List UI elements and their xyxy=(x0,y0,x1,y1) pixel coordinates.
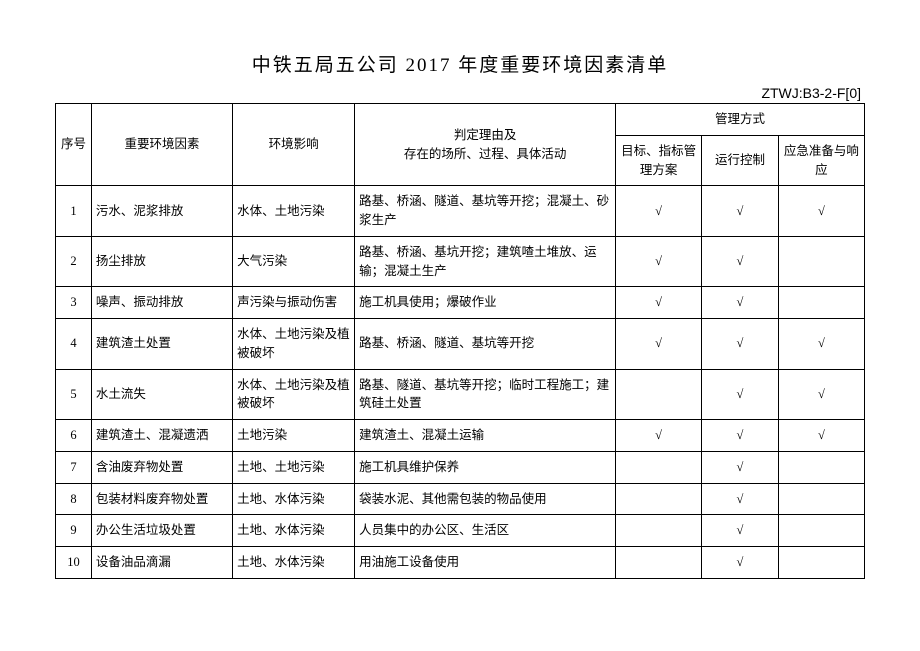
cell-impact: 大气污染 xyxy=(233,236,355,287)
cell-factor: 扬尘排放 xyxy=(91,236,232,287)
cell-impact: 水体、土地污染及植被破坏 xyxy=(233,369,355,420)
th-reason: 判定理由及 存在的场所、过程、具体活动 xyxy=(355,104,616,186)
cell-m2: √ xyxy=(702,319,779,370)
table-row: 8包装材料废弃物处置土地、水体污染袋装水泥、其他需包装的物品使用 √ xyxy=(56,483,865,515)
cell-m2: √ xyxy=(702,369,779,420)
cell-factor: 设备油品滴漏 xyxy=(91,547,232,579)
cell-factor: 含油废弃物处置 xyxy=(91,451,232,483)
cell-seq: 3 xyxy=(56,287,92,319)
cell-m3 xyxy=(778,483,864,515)
cell-reason: 建筑渣土、混凝土运输 xyxy=(355,420,616,452)
cell-reason: 用油施工设备使用 xyxy=(355,547,616,579)
cell-seq: 2 xyxy=(56,236,92,287)
cell-seq: 6 xyxy=(56,420,92,452)
cell-m2: √ xyxy=(702,515,779,547)
th-m3: 应急准备与响应 xyxy=(778,135,864,186)
cell-impact: 土地、水体污染 xyxy=(233,483,355,515)
cell-seq: 10 xyxy=(56,547,92,579)
cell-impact: 土地、水体污染 xyxy=(233,547,355,579)
cell-reason: 路基、桥涵、隧道、基坑等开挖 xyxy=(355,319,616,370)
cell-m1: √ xyxy=(616,236,702,287)
env-factors-table: 序号 重要环境因素 环境影响 判定理由及 存在的场所、过程、具体活动 管理方式 … xyxy=(55,103,865,579)
th-factor: 重要环境因素 xyxy=(91,104,232,186)
cell-m3 xyxy=(778,287,864,319)
cell-seq: 8 xyxy=(56,483,92,515)
cell-reason: 人员集中的办公区、生活区 xyxy=(355,515,616,547)
cell-reason: 路基、桥涵、基坑开挖；建筑喳土堆放、运输；混凝土生产 xyxy=(355,236,616,287)
page-title: 中铁五局五公司 2017 年度重要环境因素清单 xyxy=(55,50,865,77)
cell-m2: √ xyxy=(702,483,779,515)
cell-m3 xyxy=(778,236,864,287)
cell-m1: √ xyxy=(616,319,702,370)
cell-impact: 土地、土地污染 xyxy=(233,451,355,483)
table-row: 10设备油品滴漏土地、水体污染用油施工设备使用 √ xyxy=(56,547,865,579)
table-row: 2扬尘排放大气污染路基、桥涵、基坑开挖；建筑喳土堆放、运输；混凝土生产√√ xyxy=(56,236,865,287)
cell-seq: 4 xyxy=(56,319,92,370)
cell-m1: √ xyxy=(616,186,702,237)
cell-m3: √ xyxy=(778,420,864,452)
cell-impact: 水体、土地污染 xyxy=(233,186,355,237)
cell-factor: 污水、泥浆排放 xyxy=(91,186,232,237)
th-impact: 环境影响 xyxy=(233,104,355,186)
cell-impact: 土地污染 xyxy=(233,420,355,452)
th-seq: 序号 xyxy=(56,104,92,186)
table-body: 1污水、泥浆排放水体、土地污染路基、桥涵、隧道、基坑等开挖；混凝土、砂浆生产√√… xyxy=(56,186,865,579)
cell-factor: 噪声、振动排放 xyxy=(91,287,232,319)
cell-impact: 土地、水体污染 xyxy=(233,515,355,547)
cell-factor: 建筑渣土、混凝遗洒 xyxy=(91,420,232,452)
cell-m3: √ xyxy=(778,369,864,420)
cell-m1 xyxy=(616,547,702,579)
table-row: 3噪声、振动排放声污染与振动伤害施工机具使用；爆破作业√√ xyxy=(56,287,865,319)
cell-m1 xyxy=(616,515,702,547)
table-row: 5水土流失水体、土地污染及植被破坏路基、隧道、基坑等开挖；临时工程施工；建筑硅土… xyxy=(56,369,865,420)
th-m1: 目标、指标管理方案 xyxy=(616,135,702,186)
cell-reason: 施工机具维护保养 xyxy=(355,451,616,483)
table-row: 9办公生活垃圾处置土地、水体污染人员集中的办公区、生活区 √ xyxy=(56,515,865,547)
cell-m2: √ xyxy=(702,420,779,452)
cell-factor: 水土流失 xyxy=(91,369,232,420)
cell-m2: √ xyxy=(702,186,779,237)
cell-seq: 7 xyxy=(56,451,92,483)
cell-m3 xyxy=(778,547,864,579)
cell-m1 xyxy=(616,451,702,483)
cell-seq: 9 xyxy=(56,515,92,547)
cell-reason: 袋装水泥、其他需包装的物品使用 xyxy=(355,483,616,515)
cell-factor: 包装材料废弃物处置 xyxy=(91,483,232,515)
cell-reason: 路基、桥涵、隧道、基坑等开挖；混凝土、砂浆生产 xyxy=(355,186,616,237)
cell-m1 xyxy=(616,369,702,420)
cell-m2: √ xyxy=(702,547,779,579)
cell-seq: 1 xyxy=(56,186,92,237)
cell-m2: √ xyxy=(702,236,779,287)
cell-m3 xyxy=(778,515,864,547)
cell-factor: 建筑渣土处置 xyxy=(91,319,232,370)
cell-seq: 5 xyxy=(56,369,92,420)
cell-m3: √ xyxy=(778,186,864,237)
cell-m2: √ xyxy=(702,287,779,319)
cell-m3 xyxy=(778,451,864,483)
cell-impact: 水体、土地污染及植被破坏 xyxy=(233,319,355,370)
cell-m1 xyxy=(616,483,702,515)
th-m2: 运行控制 xyxy=(702,135,779,186)
cell-factor: 办公生活垃圾处置 xyxy=(91,515,232,547)
cell-m3: √ xyxy=(778,319,864,370)
cell-reason: 施工机具使用；爆破作业 xyxy=(355,287,616,319)
table-row: 7含油废弃物处置土地、土地污染施工机具维护保养 √ xyxy=(56,451,865,483)
doc-code: ZTWJ:B3-2-F[0] xyxy=(55,85,865,101)
table-row: 1污水、泥浆排放水体、土地污染路基、桥涵、隧道、基坑等开挖；混凝土、砂浆生产√√… xyxy=(56,186,865,237)
cell-m2: √ xyxy=(702,451,779,483)
cell-m1: √ xyxy=(616,420,702,452)
cell-reason: 路基、隧道、基坑等开挖；临时工程施工；建筑硅土处置 xyxy=(355,369,616,420)
th-mgmt: 管理方式 xyxy=(616,104,865,136)
table-row: 6建筑渣土、混凝遗洒土地污染建筑渣土、混凝土运输√√√ xyxy=(56,420,865,452)
cell-m1: √ xyxy=(616,287,702,319)
cell-impact: 声污染与振动伤害 xyxy=(233,287,355,319)
table-row: 4建筑渣土处置水体、土地污染及植被破坏路基、桥涵、隧道、基坑等开挖√√√ xyxy=(56,319,865,370)
